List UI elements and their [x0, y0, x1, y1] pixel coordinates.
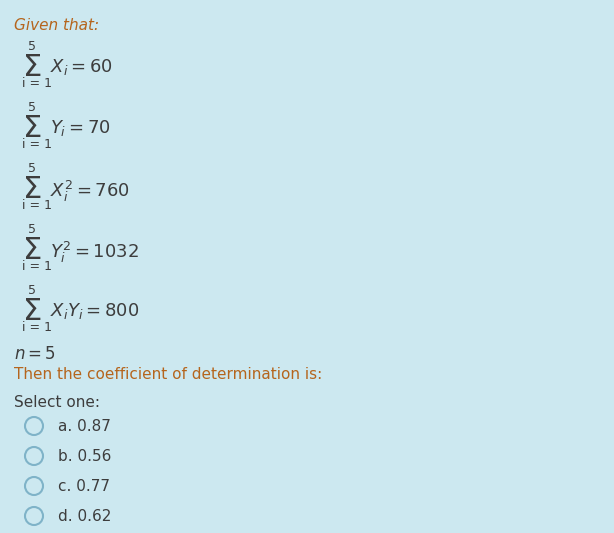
Text: $n = 5$: $n = 5$	[14, 345, 56, 363]
Text: Then the coefficient of determination is:: Then the coefficient of determination is…	[14, 367, 322, 382]
Text: $\Sigma$: $\Sigma$	[22, 175, 41, 204]
Text: i = 1: i = 1	[22, 138, 52, 151]
Text: c. 0.77: c. 0.77	[58, 479, 110, 494]
Text: i = 1: i = 1	[22, 77, 52, 90]
Text: i = 1: i = 1	[22, 260, 52, 273]
Text: $\Sigma$: $\Sigma$	[22, 236, 41, 265]
Text: 5: 5	[28, 223, 36, 236]
Text: $Y_i = 70$: $Y_i = 70$	[50, 118, 111, 138]
Text: $X_i = 60$: $X_i = 60$	[50, 57, 113, 77]
Text: 5: 5	[28, 40, 36, 53]
Text: Select one:: Select one:	[14, 395, 100, 410]
Text: $\Sigma$: $\Sigma$	[22, 53, 41, 82]
Text: d. 0.62: d. 0.62	[58, 509, 111, 524]
Text: 5: 5	[28, 101, 36, 114]
Text: $Y_i^2 = 1032$: $Y_i^2 = 1032$	[50, 240, 139, 265]
Text: i = 1: i = 1	[22, 321, 52, 334]
Text: i = 1: i = 1	[22, 199, 52, 212]
Text: 5: 5	[28, 162, 36, 175]
Text: 5: 5	[28, 284, 36, 297]
Text: b. 0.56: b. 0.56	[58, 449, 111, 464]
Text: $\Sigma$: $\Sigma$	[22, 297, 41, 326]
Text: a. 0.87: a. 0.87	[58, 419, 111, 434]
Text: Given that:: Given that:	[14, 18, 99, 33]
Text: $X_i^2 = 760$: $X_i^2 = 760$	[50, 179, 130, 204]
Text: $\Sigma$: $\Sigma$	[22, 114, 41, 143]
Text: $X_i Y_i = 800$: $X_i Y_i = 800$	[50, 301, 139, 321]
